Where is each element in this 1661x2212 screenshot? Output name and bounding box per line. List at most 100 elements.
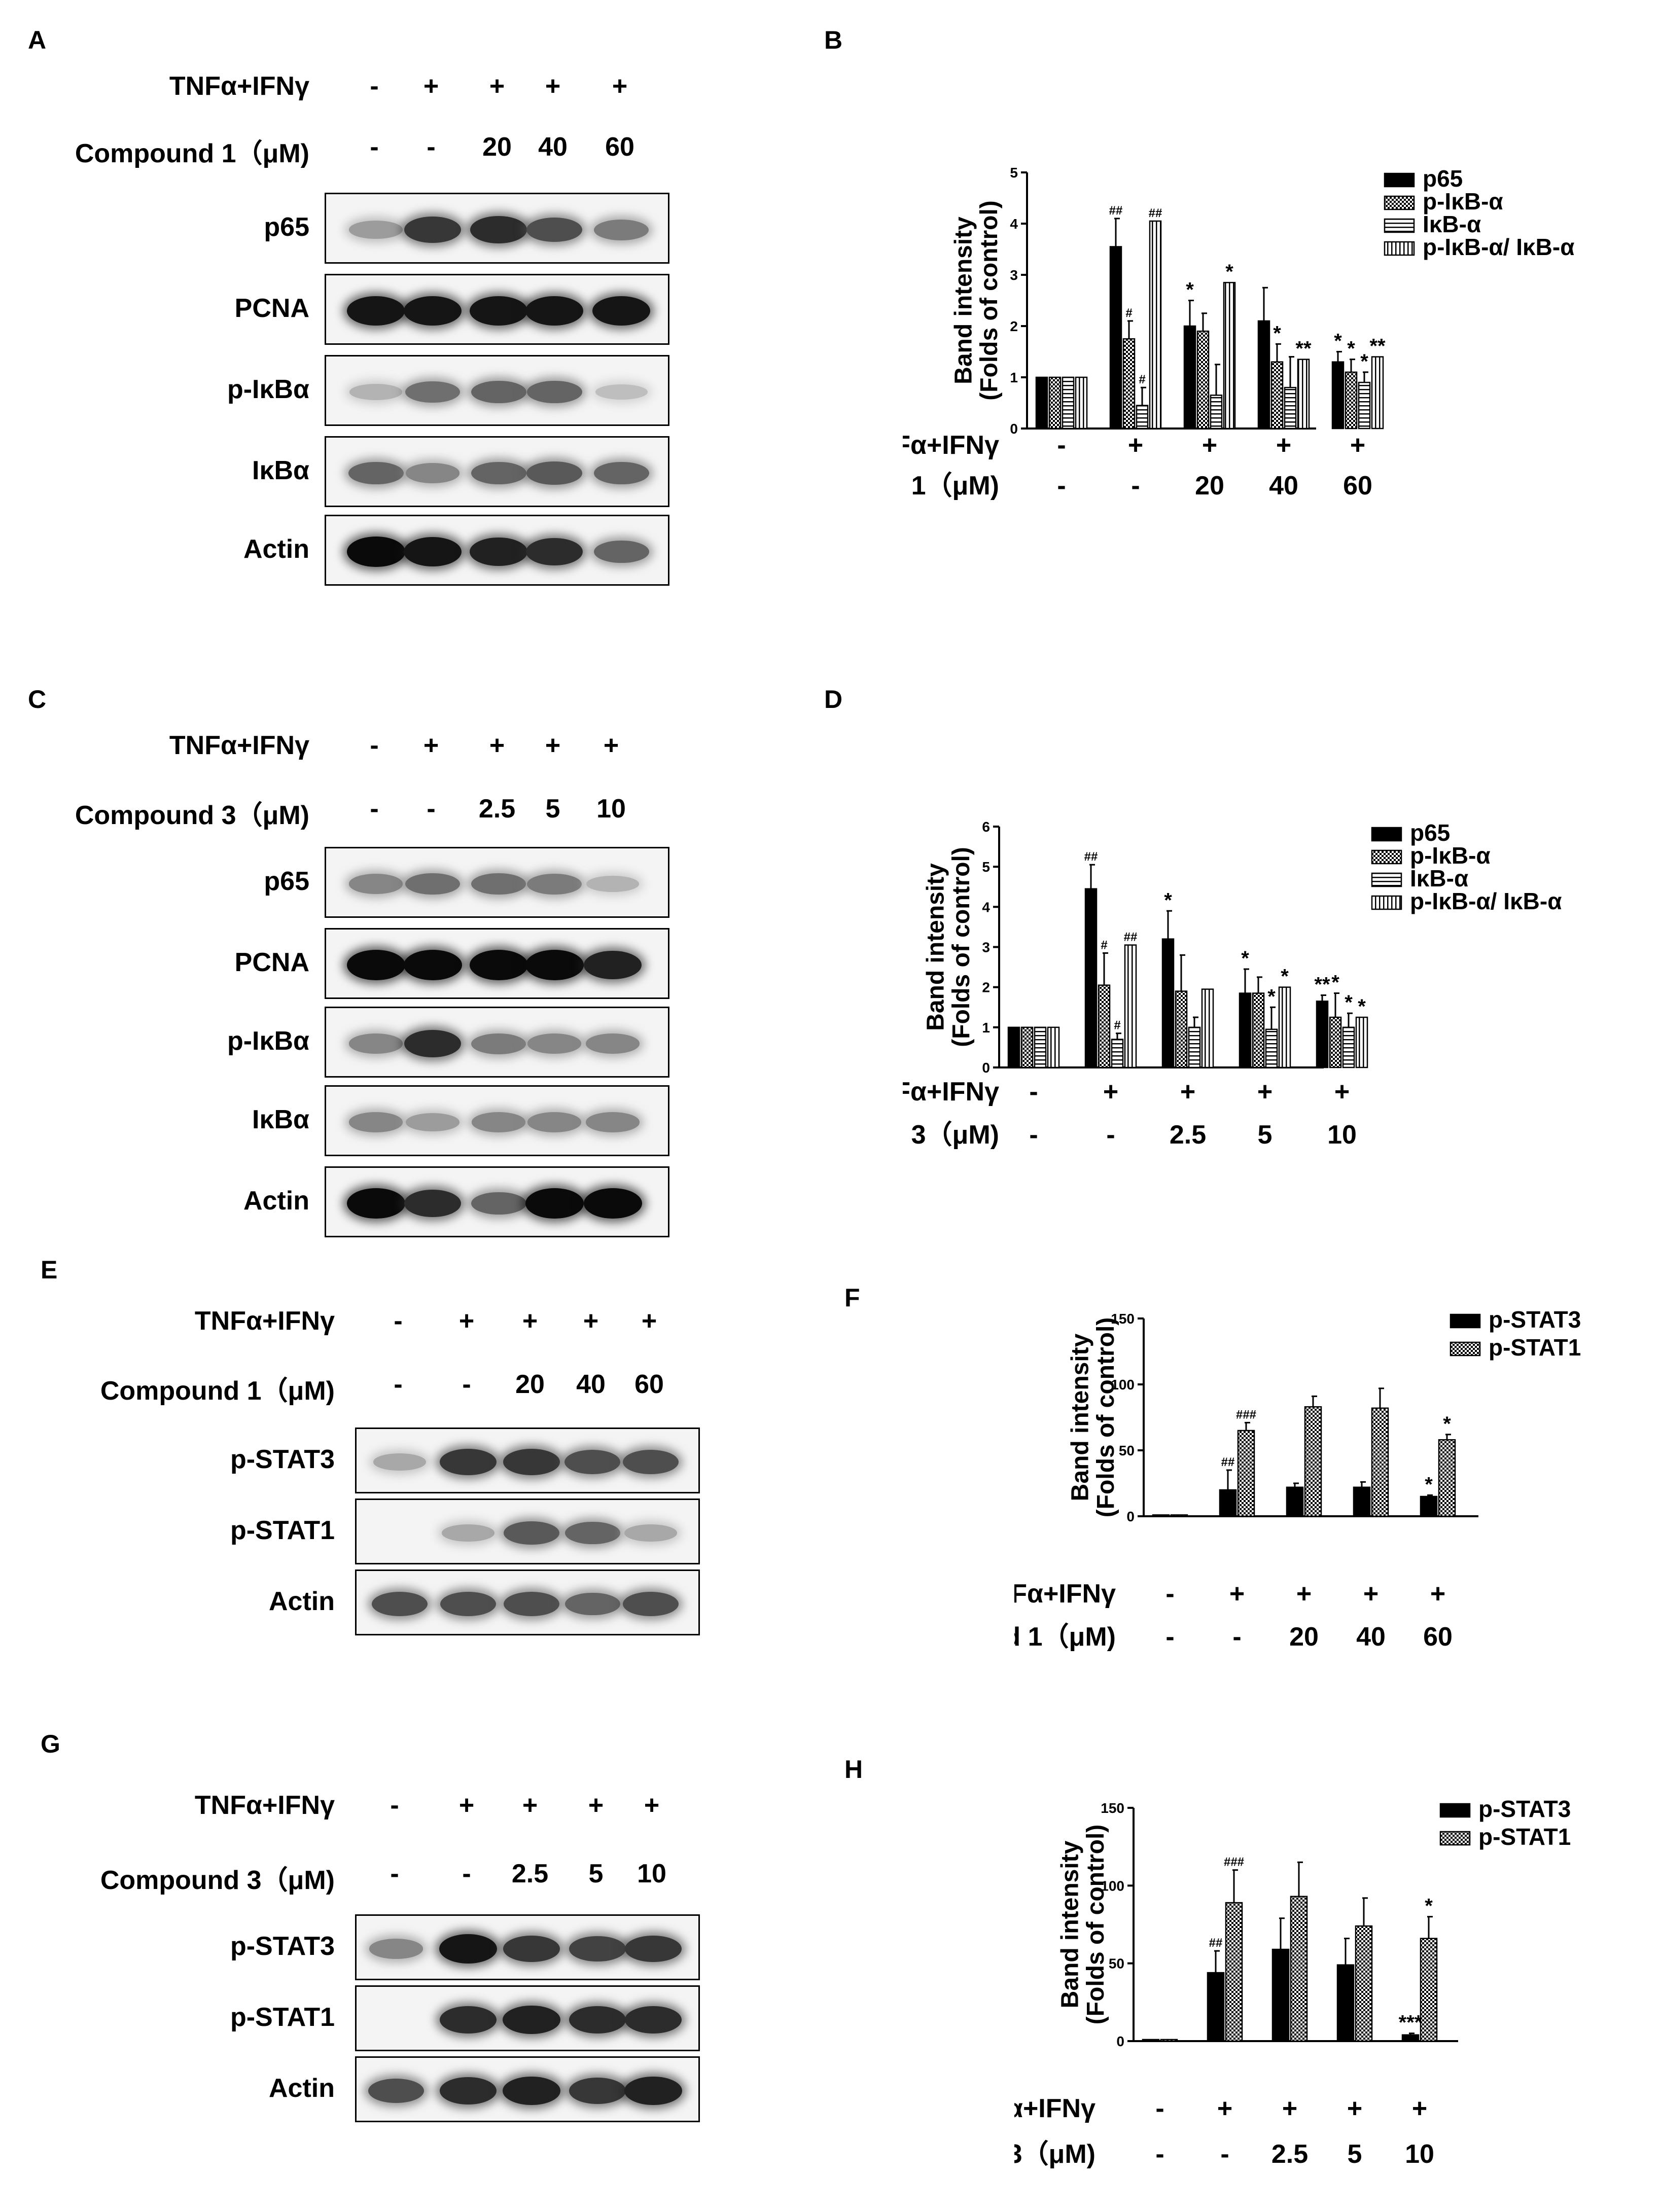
blot-band: [406, 1113, 460, 1131]
treatment-value: +: [1296, 1579, 1312, 1609]
compound-value: 2.5: [1170, 1120, 1206, 1150]
blot-band: [404, 1189, 462, 1218]
blot-band: [368, 2078, 425, 2103]
legend-label: p-STAT1: [1489, 1334, 1581, 1361]
treatment-value: +: [489, 72, 505, 101]
bar: [1225, 1902, 1243, 2042]
blot-strip: [325, 1166, 669, 1237]
treatment-label: TNFα+IFNγ: [169, 72, 309, 101]
legend-label: p-STAT1: [1478, 1824, 1571, 1850]
blot-band: [624, 2006, 682, 2034]
compound-value: 10: [637, 1859, 666, 1888]
significance-mark: ##: [1149, 206, 1162, 220]
treatment-value: +: [1430, 1579, 1445, 1609]
bar: [1358, 381, 1371, 430]
legend-swatch: [1384, 172, 1415, 188]
blot-label: IκBα: [252, 1105, 309, 1134]
treatment-value: +: [1347, 2094, 1362, 2123]
compound-value: -: [370, 132, 379, 162]
y-axis-label-line: Band intensity: [1056, 1840, 1083, 2008]
blot-strip: [355, 1428, 700, 1493]
y-tick-label: 100: [1111, 1377, 1135, 1393]
treatment-value: +: [423, 72, 439, 101]
y-tick-label: 0: [1126, 1509, 1135, 1524]
compound-value: 40: [538, 132, 568, 162]
bar: [1035, 376, 1048, 430]
bar: [1237, 1430, 1255, 1517]
compound-value: 2.5: [478, 794, 516, 824]
y-tick-label: 0: [1116, 2033, 1124, 2049]
legend-label: p65: [1410, 819, 1450, 846]
bar: [1420, 1495, 1438, 1517]
y-tick-label: 4: [1010, 216, 1018, 232]
bar: [1284, 386, 1297, 430]
legend-swatch: [1371, 872, 1402, 887]
panel-letter-f: F: [844, 1283, 860, 1312]
compound-value: -: [1106, 1120, 1115, 1150]
y-tick-label: 2: [982, 980, 990, 995]
blot-strip: [325, 193, 669, 264]
bar: [1401, 2034, 1420, 2042]
blot-strip: [355, 1914, 700, 1980]
blot-band: [471, 380, 526, 404]
legend-label: p-IκB-α: [1410, 842, 1491, 869]
legend-label: p-STAT3: [1478, 1796, 1571, 1822]
treatment-value: +: [489, 731, 505, 760]
compound-value: -: [1232, 1622, 1241, 1652]
bar: [1329, 1016, 1342, 1068]
y-tick-label: 1: [982, 1020, 990, 1036]
compound-value: -: [1057, 471, 1066, 501]
treatment-value: -: [1155, 2094, 1164, 2123]
blot-band: [526, 380, 582, 404]
blot-band: [371, 1591, 428, 1617]
bar: [1201, 988, 1214, 1068]
blot-band: [348, 461, 404, 485]
significance-mark: #: [1114, 1019, 1120, 1032]
blot-band: [525, 950, 584, 980]
blot-band: [405, 463, 460, 483]
blot-strip: [325, 847, 669, 918]
compound-value: 2.5: [511, 1859, 549, 1888]
blot-strip: [325, 928, 669, 999]
blot-label: Actin: [243, 1186, 309, 1216]
treatment-value: +: [522, 1791, 538, 1820]
bar: [1438, 1439, 1456, 1517]
legend-swatch: [1450, 1341, 1481, 1357]
y-tick-label: 3: [1010, 267, 1018, 283]
blot-band: [346, 537, 405, 567]
bar: [1152, 1514, 1170, 1517]
compound-value: 40: [1356, 1622, 1386, 1652]
panel-letter-a: A: [28, 26, 47, 54]
panel-letter-e: E: [41, 1256, 58, 1284]
treatment-label: TNFα+IFNγ: [903, 1077, 999, 1107]
bar: [1371, 356, 1384, 430]
bar: [1252, 992, 1265, 1068]
significance-mark: *: [1225, 261, 1233, 283]
blot-band: [469, 296, 528, 326]
legend-label: p-IκB-α: [1423, 188, 1503, 215]
treatment-label: TNFα+IFNγ: [194, 1791, 335, 1820]
blot-label: PCNA: [234, 948, 309, 977]
blot-band: [583, 1188, 642, 1219]
compound-value: -: [427, 132, 436, 162]
bar: [1353, 1486, 1371, 1517]
significance-mark: *: [1186, 279, 1194, 301]
y-axis-label-line: (Folds of control): [976, 200, 1003, 401]
chart-h: 0 50 100 150 Band intensity(Folds of control…: [1014, 1796, 1571, 2169]
treatment-value: -: [1029, 1077, 1038, 1107]
blot-band: [503, 2076, 560, 2106]
significance-mark: ##: [1209, 1936, 1223, 1950]
blot-strip: [355, 1499, 700, 1564]
legend-swatch: [1384, 241, 1415, 256]
blot-band: [469, 950, 528, 980]
bar: [1290, 1896, 1308, 2042]
y-tick-label: 50: [1119, 1443, 1135, 1458]
significance-mark: *: [1281, 966, 1289, 988]
compound-value: 60: [1423, 1622, 1453, 1652]
significance-mark: *: [1358, 995, 1366, 1018]
treatment-label: TNFα+IFNγ: [194, 1306, 335, 1336]
compound-value: -: [1220, 2139, 1229, 2169]
significance-mark: *: [1331, 972, 1339, 994]
treatment-value: -: [370, 731, 379, 760]
